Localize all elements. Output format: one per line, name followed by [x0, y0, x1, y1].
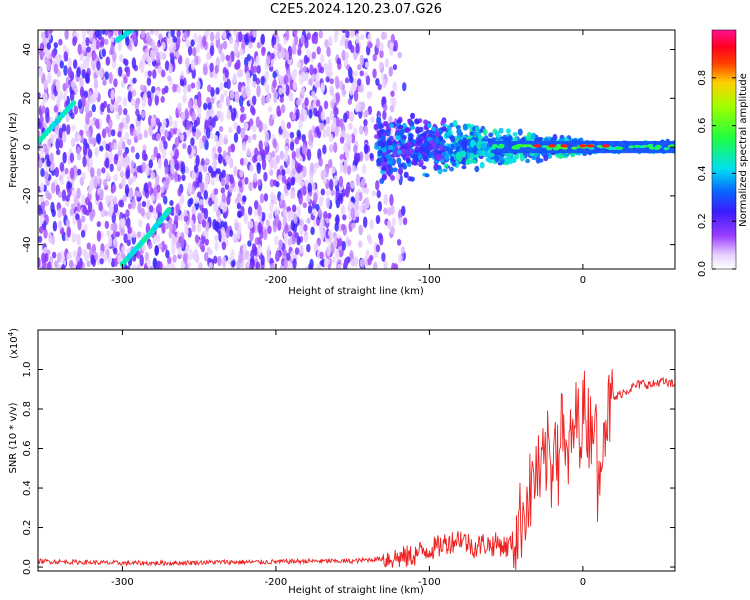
spectrogram-y-axis-label: Frequency (Hz)	[8, 112, 19, 188]
spectrogram-feature-point	[135, 22, 140, 28]
spectrogram-y-tick-label: -20	[22, 188, 33, 204]
colorbar-tick-label: 0.6	[697, 118, 708, 134]
snr-y-tick-label: 1.0	[22, 362, 33, 378]
spectrogram-y-axis: -40 -20 0 20 40	[22, 43, 675, 253]
colorbar-ticks: 0.0 0.2 0.4 0.6 0.8	[697, 70, 736, 277]
spectrogram-y-tick-label: 0	[22, 144, 33, 150]
spectrogram-x-axis: -300 -200 -100 0	[111, 30, 586, 286]
colorbar-tick-label: 0.4	[697, 165, 708, 181]
spectrogram-y-tick-label: 40	[22, 43, 33, 56]
snr-y-tick-label: 0.0	[22, 559, 33, 575]
spectrogram-feature-point	[130, 30, 136, 32]
spectrogram-x-axis-label: Height of straight line (km)	[288, 286, 424, 297]
spectrogram-feature-point	[165, 207, 172, 214]
colorbar-label: Normalized spectral amplitude	[738, 73, 749, 227]
snr-x-tick-label: 0	[580, 577, 586, 588]
snr-y-tick-label: 0.4	[22, 480, 33, 496]
snr-y-multiplier: (x104)	[7, 328, 20, 359]
snr-y-tick-label: 0.8	[22, 401, 33, 417]
snr-x-tick-label: -200	[265, 577, 288, 588]
snr-series-line	[38, 369, 675, 571]
spectrogram-x-tick-label: -100	[418, 275, 441, 286]
spectrogram-feature-point	[70, 99, 76, 107]
colorbar	[711, 29, 737, 270]
snr-x-axis-label: Height of straight line (km)	[288, 585, 424, 596]
snr-x-tick-label: -100	[418, 577, 441, 588]
snr-x-tick-label: -300	[111, 577, 134, 588]
snr-y-tick-label: 0.6	[22, 441, 33, 457]
colorbar-tick-label: 0.2	[697, 213, 708, 229]
snr-y-axis-label: SNR (10 * v/v)	[8, 402, 19, 473]
spectrogram-x-tick-label: -200	[265, 275, 288, 286]
spectrogram-y-tick-label: -40	[22, 236, 33, 252]
spectrogram-x-tick-label: -300	[111, 275, 134, 286]
colorbar-tick-label: 0.0	[697, 261, 708, 277]
colorbar-tick-label: 0.8	[697, 70, 708, 86]
spectrogram-feature-point	[134, 23, 139, 29]
snr-frame	[37, 329, 676, 572]
spectrogram-y-tick-label: 20	[22, 92, 33, 105]
snr-y-axis: 0.0 0.2 0.4 0.6 0.8 1.0	[22, 362, 675, 575]
snr-y-tick-label: 0.2	[22, 520, 33, 536]
snr-x-axis: -300 -200 -100 0	[111, 330, 586, 588]
spectrogram-plot	[38, 22, 675, 269]
page-title: C2E5.2024.120.23.07.G26	[269, 2, 443, 17]
snr-plot	[38, 369, 675, 571]
spectrogram-frame	[37, 29, 676, 270]
spectrogram-x-tick-label: 0	[580, 275, 586, 286]
